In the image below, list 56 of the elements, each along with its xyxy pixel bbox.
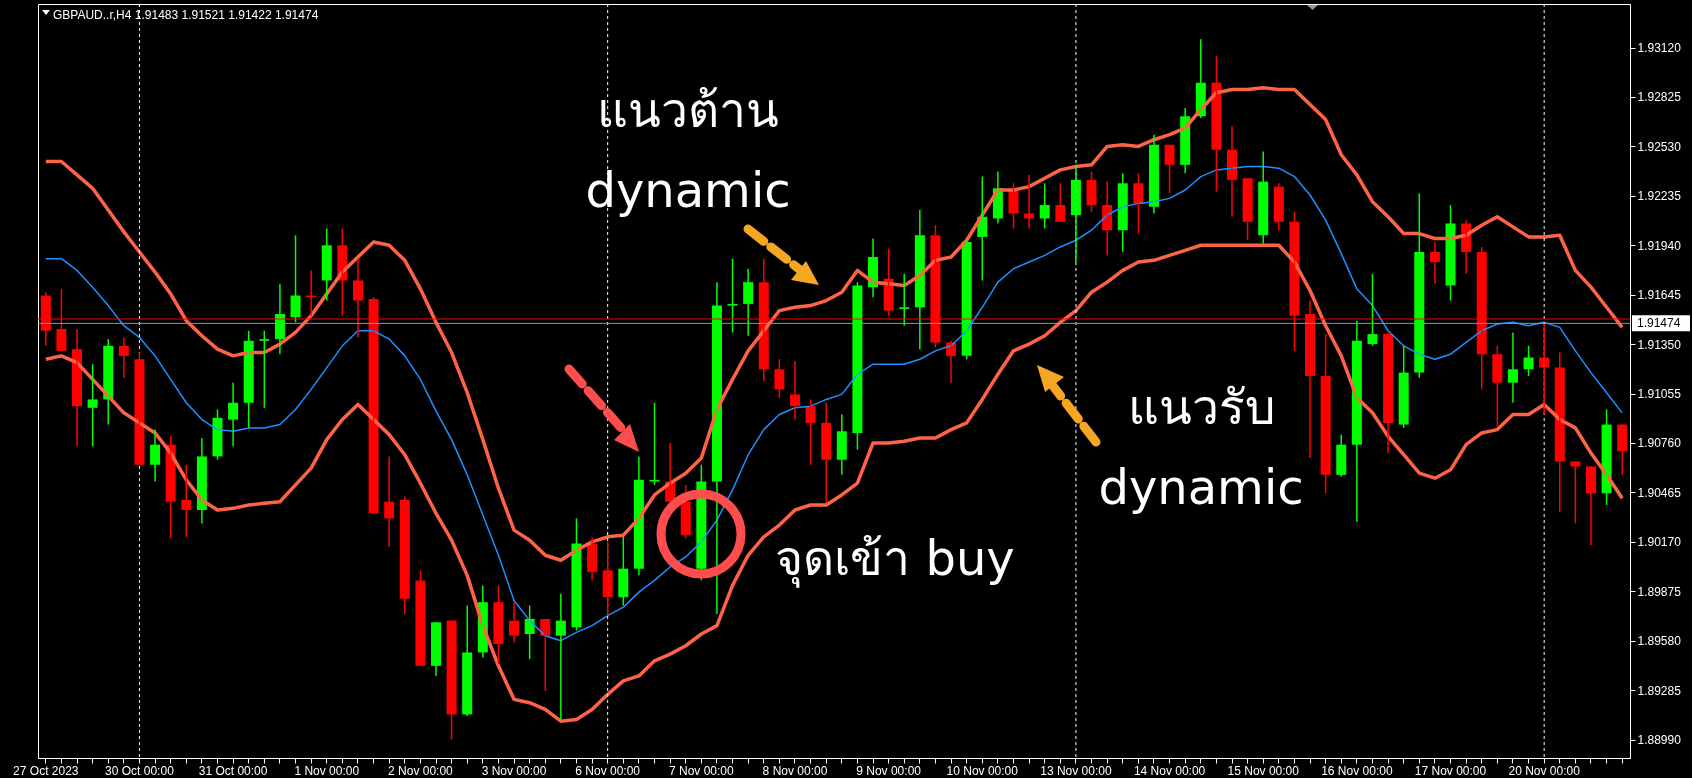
y-tick-label: 1.91940 bbox=[1637, 238, 1682, 253]
y-tick-label: 1.93120 bbox=[1637, 41, 1682, 56]
candlestick bbox=[727, 257, 738, 334]
y-tick-label: 1.92825 bbox=[1637, 90, 1682, 105]
y-tick-label: 1.91645 bbox=[1637, 288, 1682, 303]
candlestick bbox=[1164, 144, 1175, 195]
x-tick-label: 1 Nov 00:00 bbox=[294, 763, 360, 778]
x-tick-label: 17 Nov 00:00 bbox=[1414, 763, 1487, 778]
candlestick bbox=[899, 273, 910, 327]
x-tick-label: 3 Nov 00:00 bbox=[481, 763, 547, 778]
candlestick bbox=[1086, 170, 1097, 213]
y-tick-label: 1.91055 bbox=[1637, 387, 1682, 402]
y-tick-label: 1.89285 bbox=[1637, 683, 1682, 698]
y-tick-label: 1.89580 bbox=[1637, 634, 1682, 649]
candlestick bbox=[415, 569, 426, 667]
candlestick bbox=[87, 363, 98, 448]
y-tick-label: 1.90465 bbox=[1637, 485, 1682, 500]
x-tick-label: 15 Nov 00:00 bbox=[1227, 763, 1300, 778]
y-tick-label: 1.92530 bbox=[1637, 139, 1682, 154]
x-tick-label: 7 Nov 00:00 bbox=[668, 763, 735, 778]
candlestick bbox=[259, 329, 270, 409]
line-series bbox=[44, 243, 1624, 723]
y-tick-label: 1.88990 bbox=[1637, 733, 1682, 748]
chart-title: GBPAUD..r,H4 1.91483 1.91521 1.91422 1.91474 bbox=[53, 7, 319, 22]
x-tick-label: 8 Nov 00:00 bbox=[762, 763, 828, 778]
x-tick-label: 30 Oct 00:00 bbox=[105, 763, 175, 778]
y-tick-label: 1.91350 bbox=[1637, 337, 1682, 352]
ref-line-label: 1.91474 bbox=[1637, 316, 1681, 331]
x-tick-label: 10 Nov 00:00 bbox=[946, 763, 1019, 778]
annotation: แนวรับ dynamic bbox=[1098, 379, 1304, 515]
x-tick-label: 2 Nov 00:00 bbox=[388, 763, 454, 778]
x-tick-label: 20 Nov 00:00 bbox=[1508, 763, 1581, 778]
y-tick-label: 1.89875 bbox=[1637, 584, 1682, 599]
y-tick-label: 1.90760 bbox=[1637, 436, 1682, 451]
candlestick bbox=[493, 584, 504, 665]
candlestick bbox=[1242, 177, 1253, 241]
x-tick-label: 13 Nov 00:00 bbox=[1040, 763, 1112, 778]
x-tick-label: 16 Nov 00:00 bbox=[1321, 763, 1393, 778]
annotation: แนวต้าน dynamic bbox=[585, 82, 791, 218]
x-tick-label: 27 Oct 2023 bbox=[13, 763, 79, 778]
x-tick-label: 9 Nov 00:00 bbox=[856, 763, 922, 778]
x-tick-label: 31 Oct 00:00 bbox=[198, 763, 268, 778]
candlestick bbox=[602, 541, 613, 617]
candlestick bbox=[1398, 345, 1409, 429]
x-tick-label: 14 Nov 00:00 bbox=[1133, 763, 1206, 778]
candlestick bbox=[1492, 345, 1503, 427]
annotation: จุดเข้า buy bbox=[775, 530, 1015, 588]
candlestick bbox=[1055, 182, 1066, 223]
line-series bbox=[45, 165, 1623, 642]
y-tick-label: 1.92235 bbox=[1637, 189, 1682, 204]
candlestick bbox=[649, 402, 660, 486]
candlestick bbox=[1570, 460, 1581, 525]
candlestick bbox=[1320, 333, 1331, 495]
candlestick bbox=[774, 358, 785, 399]
y-tick-label: 1.90170 bbox=[1637, 535, 1682, 550]
x-tick-label: 6 Nov 00:00 bbox=[575, 763, 641, 778]
